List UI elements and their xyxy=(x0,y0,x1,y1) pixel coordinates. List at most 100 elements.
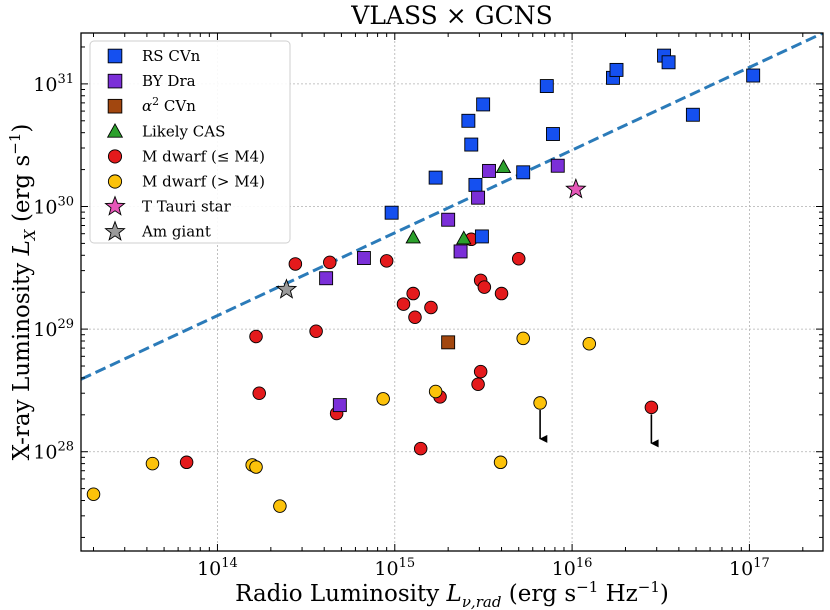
legend-label: α2 CVn xyxy=(142,95,196,115)
point-m-dwarf-m4 xyxy=(179,455,194,470)
point-m-dwarf-m4 xyxy=(396,297,411,311)
point-m-dwarf-m4 xyxy=(309,324,323,339)
point-by-dra xyxy=(482,163,496,178)
point-by-dra xyxy=(356,251,371,265)
point-m-dwarf-m4 xyxy=(86,487,101,501)
point-likely-cas xyxy=(495,159,512,174)
upper-limit-arrows xyxy=(539,409,659,448)
x-tick-label: 1017 xyxy=(729,556,770,580)
legend-marker-t-tauri-star xyxy=(104,195,126,216)
legend-label: T Tauri star xyxy=(142,198,232,216)
y-tick-label: 1028 xyxy=(33,440,74,464)
legend-marker-m-dwarf-m4 xyxy=(107,174,123,189)
point-rs-cvn xyxy=(476,97,491,112)
y-tick-label: 1029 xyxy=(33,317,74,341)
point-m-dwarf-m4 xyxy=(473,364,488,379)
reference-line xyxy=(81,33,823,381)
x-tick-label: 1014 xyxy=(197,556,238,580)
legend-entry-m-dwarf-m4: M dwarf (≤ M4) xyxy=(107,147,265,165)
x-tick-label: 1016 xyxy=(552,556,593,580)
point-m-dwarf-m4 xyxy=(249,329,263,344)
y-tick-label: 1030 xyxy=(33,194,74,218)
legend-entry-t-tauri-star: T Tauri star xyxy=(104,195,232,216)
point-m-dwarf-m4 xyxy=(376,392,390,406)
point-m-dwarf-m4 xyxy=(533,396,547,410)
legend-label: RS CVn xyxy=(142,47,201,65)
legend-label: Likely CAS xyxy=(142,122,225,140)
legend: RS CVn BY Dra α2 CVn Likely CAS M dwarf (≤ M… xyxy=(89,40,291,244)
point-m-dwarf-m4 xyxy=(273,499,287,513)
point-m-dwarf-m4 xyxy=(477,280,492,294)
point-m-dwarf-m4 xyxy=(379,254,394,268)
point-m-dwarf-m4 xyxy=(424,300,438,315)
legend-entry-am-giant: Am giant xyxy=(104,220,211,241)
point-rs-cvn xyxy=(516,165,531,180)
point-m-dwarf-m4 xyxy=(145,456,160,471)
y-axis-label: X-ray Luminosity LX (erg s−1) xyxy=(6,124,39,461)
data-points xyxy=(86,48,761,513)
legend-entry-by-dra: BY Dra xyxy=(107,72,196,90)
point-by-dra xyxy=(471,190,486,205)
point-m-dwarf-m4 xyxy=(249,460,263,474)
legend-entry-rs-cvn: RS CVn xyxy=(107,47,201,65)
legend-label: BY Dra xyxy=(142,72,196,90)
legend-label: Am giant xyxy=(141,223,211,241)
point-rs-cvn xyxy=(546,127,560,141)
point-m-dwarf-m4 xyxy=(408,310,422,324)
y-tick-label: 1031 xyxy=(33,72,74,96)
legend-box xyxy=(89,40,291,244)
point-m-dwarf-m4 xyxy=(428,384,443,399)
x-axis-label: Radio Luminosity Lν,rad (erg s−1 Hz−1) xyxy=(235,578,669,610)
point-by-dra xyxy=(332,398,347,413)
point-by-dra xyxy=(453,244,468,259)
point-rs-cvn xyxy=(746,68,761,83)
point-m-dwarf-m4 xyxy=(511,251,526,266)
point-by-dra xyxy=(441,212,456,227)
chart-title: VLASS × GCNS xyxy=(350,1,552,30)
point-m-dwarf-m4 xyxy=(406,286,420,301)
legend-marker-am-giant xyxy=(104,220,126,241)
point-cvn xyxy=(441,335,456,350)
point-by-dra xyxy=(319,271,334,286)
point-likely-cas xyxy=(456,230,472,245)
legend-marker-by-dra xyxy=(107,73,123,89)
point-by-dra xyxy=(550,158,565,173)
legend-marker-m-dwarf-m4 xyxy=(107,149,123,164)
x-tick-label: 1015 xyxy=(374,556,415,580)
point-rs-cvn xyxy=(539,79,554,94)
point-m-dwarf-m4 xyxy=(494,286,509,301)
y-tick-labels: 1028 1029 1030 1031 xyxy=(33,72,74,464)
x-tick-labels: 1014 1015 1016 1017 xyxy=(197,556,770,580)
legend-entry-m-dwarf-m4: M dwarf (> M4) xyxy=(107,173,265,191)
point-rs-cvn xyxy=(609,62,624,77)
point-likely-cas xyxy=(405,229,421,244)
legend-marker-likely-cas xyxy=(106,123,124,138)
point-m-dwarf-m4 xyxy=(413,441,428,456)
legend-entry-cvn: α2 CVn xyxy=(107,95,196,115)
point-m-dwarf-m4 xyxy=(323,255,337,270)
point-rs-cvn xyxy=(468,177,483,192)
point-rs-cvn xyxy=(661,55,676,70)
point-m-dwarf-m4 xyxy=(288,257,303,271)
point-m-dwarf-m4 xyxy=(471,377,485,392)
point-m-dwarf-m4 xyxy=(516,331,530,346)
dashed-fit-line xyxy=(81,33,823,381)
point-m-dwarf-m4 xyxy=(582,336,597,351)
legend-label: M dwarf (≤ M4) xyxy=(142,147,265,165)
legend-entry-likely-cas: Likely CAS xyxy=(106,122,225,140)
point-rs-cvn xyxy=(384,205,399,220)
point-am-giant xyxy=(275,278,298,299)
legend-marker-cvn xyxy=(107,98,123,114)
point-t-tauri-star xyxy=(565,178,587,199)
point-rs-cvn xyxy=(461,113,476,128)
point-rs-cvn xyxy=(474,229,489,244)
point-rs-cvn xyxy=(464,137,479,152)
legend-marker-rs-cvn xyxy=(107,48,123,64)
point-m-dwarf-m4 xyxy=(493,455,508,470)
legend-label: M dwarf (> M4) xyxy=(142,173,265,191)
point-m-dwarf-m4 xyxy=(252,386,266,400)
axis-ticks xyxy=(81,33,823,551)
point-rs-cvn xyxy=(428,170,443,185)
point-rs-cvn xyxy=(685,107,700,122)
